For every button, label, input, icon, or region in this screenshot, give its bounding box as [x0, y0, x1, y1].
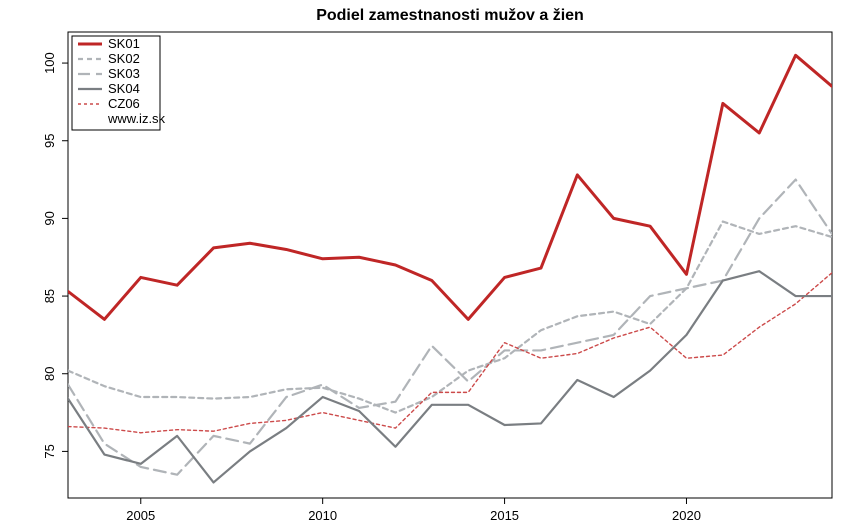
x-tick-label: 2010	[308, 508, 337, 523]
chart-title: Podiel zamestnanosti mužov a žien	[316, 7, 584, 24]
legend-label: SK03	[108, 66, 140, 81]
legend-label: SK01	[108, 36, 140, 51]
x-tick-label: 2020	[672, 508, 701, 523]
chart-svg: Podiel zamestnanosti mužov a žien 2005 201…	[0, 0, 850, 532]
y-tick-label: 85	[42, 289, 57, 303]
y-tick-label: 95	[42, 133, 57, 147]
legend-label: SK02	[108, 51, 140, 66]
y-tick-label: 80	[42, 366, 57, 380]
line-chart: Podiel zamestnanosti mužov a žien 2005 201…	[0, 0, 850, 532]
y-tick-label: 75	[42, 444, 57, 458]
y-tick-label: 100	[42, 52, 57, 74]
y-tick-label: 90	[42, 211, 57, 225]
legend-source: www.iz.sk	[107, 111, 166, 126]
x-tick-label: 2005	[126, 508, 155, 523]
legend-label: SK04	[108, 81, 140, 96]
legend-label: CZ06	[108, 96, 140, 111]
legend: SK01SK02SK03SK04CZ06www.iz.sk	[72, 36, 166, 130]
x-tick-label: 2015	[490, 508, 519, 523]
